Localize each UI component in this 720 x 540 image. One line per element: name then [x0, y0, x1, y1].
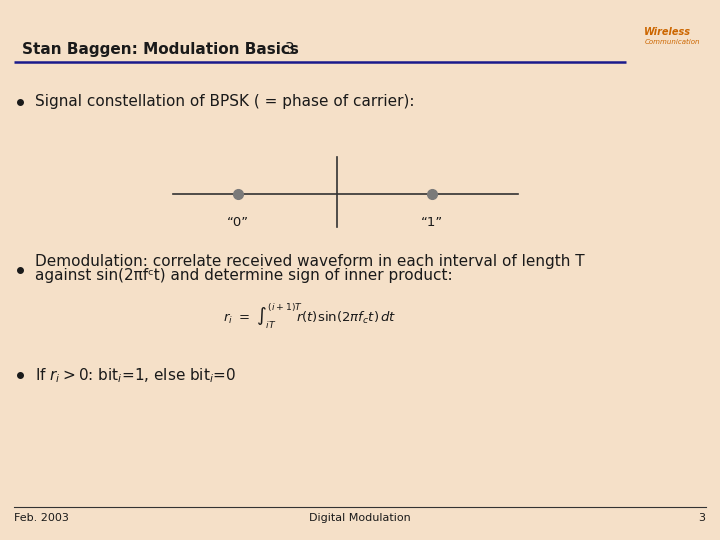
- Text: against sin(2πfᶜt) and determine sign of inner product:: against sin(2πfᶜt) and determine sign of…: [35, 268, 452, 283]
- Text: Communication: Communication: [644, 39, 700, 45]
- Text: Wireless: Wireless: [644, 28, 691, 37]
- Text: $r_i \ = \ \int_{iT}^{(i+1)T} \!\! r(t)\sin(2\pi f_c t)\,dt$: $r_i \ = \ \int_{iT}^{(i+1)T} \!\! r(t)\…: [223, 301, 396, 330]
- Text: “0”: “0”: [227, 216, 248, 229]
- Text: Digital Modulation: Digital Modulation: [309, 514, 411, 523]
- Text: Demodulation: correlate received waveform in each interval of length T: Demodulation: correlate received wavefor…: [35, 254, 584, 269]
- Text: “1”: “1”: [421, 216, 443, 229]
- Text: Feb. 2003: Feb. 2003: [14, 514, 69, 523]
- Text: 3: 3: [698, 514, 706, 523]
- Text: Signal constellation of BPSK ( = phase of carrier):: Signal constellation of BPSK ( = phase o…: [35, 94, 414, 109]
- Text: Stan Baggen: Modulation Basics: Stan Baggen: Modulation Basics: [22, 42, 299, 57]
- Text: If $r_i$$>$0: bit$_i$=1, else bit$_i$=0: If $r_i$$>$0: bit$_i$=1, else bit$_i$=0: [35, 366, 235, 384]
- Text: 3: 3: [284, 42, 294, 57]
